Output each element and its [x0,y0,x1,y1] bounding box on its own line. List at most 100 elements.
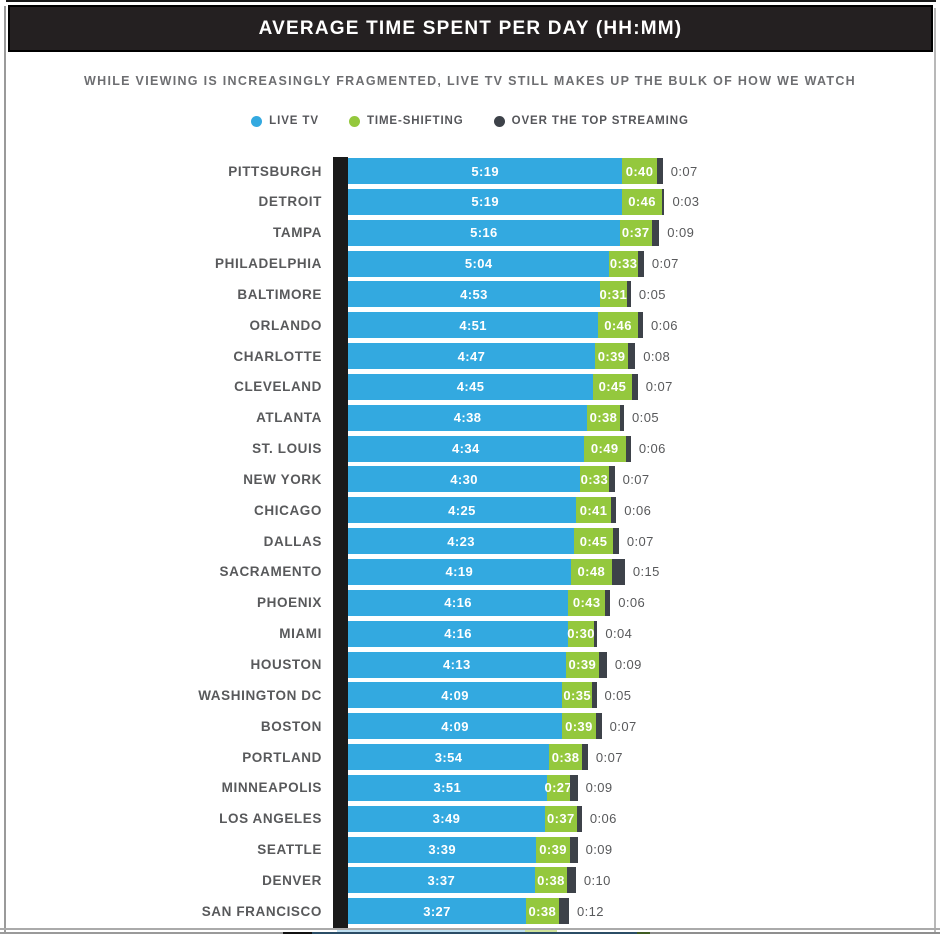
ott-value: 0:07 [670,163,698,179]
chart-row: LOS ANGELES 3:49 0:37 0:06 [0,805,940,832]
city-label: CHICAGO [254,502,322,518]
city-label: MIAMI [279,626,322,642]
live-tv-value: 3:27 [423,903,451,919]
time-shifting-bar-segment: 0:31 [599,281,628,308]
time-shifting-bar-segment: 0:37 [619,219,652,246]
time-shifting-value: 0:45 [598,379,627,395]
chart-row: SAN FRANCISCO 3:27 0:38 0:12 [0,898,940,925]
live-tv-bar-segment: 4:51 [348,312,599,339]
live-tv-value: 4:45 [456,379,485,395]
ott-value: 0:09 [614,657,642,672]
ott-value: 0:12 [577,903,604,919]
time-shifting-bar-segment: 0:48 [570,558,612,585]
city-label: DETROIT [258,194,322,210]
ott-bar-segment [612,558,625,585]
ott-bar-segment [605,589,611,616]
time-shifting-bar-segment: 0:38 [534,867,568,894]
ott-value: 0:09 [585,780,613,796]
live-tv-value: 4:23 [447,533,475,549]
time-shifting-value: 0:49 [590,441,619,457]
chart-row: CHARLOTTE 4:47 0:39 0:08 [0,343,940,370]
time-shifting-value: 0:39 [565,718,593,734]
live-tv-value: 4:13 [442,657,471,672]
chart-row: NEW YORK 4:30 0:33 0:07 [0,466,940,493]
time-shifting-bar-segment: 0:33 [580,466,609,493]
time-shifting-bar-segment: 0:45 [574,528,613,555]
time-shifting-value: 0:48 [577,564,606,580]
live-tv-bar-segment: 5:16 [348,219,620,246]
page-top-rule [6,0,936,2]
ott-bar-segment [593,620,598,647]
live-tv-bar-segment: 4:38 [348,404,588,431]
ott-streaming-dot-icon [493,115,505,127]
chart-row: DALLAS 4:23 0:45 0:07 [0,528,940,555]
legend-item-ott-streaming: OVER THE TOP STREAMING [493,115,689,127]
live-tv-value: 4:09 [441,687,469,703]
time-shifting-value: 0:38 [537,872,565,888]
time-shifting-value: 0:39 [568,657,597,672]
ott-value: 0:07 [626,533,654,549]
chart-header: AVERAGE TIME SPENT PER DAY (HH:MM) [8,5,933,52]
chart-row: DETROIT 5:19 0:46 0:03 [0,188,940,215]
live-tv-bar-segment: 4:30 [348,466,581,493]
time-shifting-value: 0:31 [599,286,628,302]
city-label: HOUSTON [250,657,322,672]
ott-value: 0:07 [595,749,623,765]
time-shifting-value: 0:38 [551,749,580,765]
page-title: AVERAGE TIME SPENT PER DAY (HH:MM) [258,17,683,39]
ott-value: 0:04 [605,626,633,642]
time-shifting-bar-segment: 0:46 [622,188,662,215]
time-shifting-value: 0:37 [547,811,575,827]
legend-label: LIVE TV [269,115,319,127]
live-tv-bar-segment: 4:19 [348,558,571,585]
time-shifting-bar-segment: 0:30 [567,620,594,647]
ott-bar-segment [611,497,617,524]
time-shifting-value: 0:41 [579,502,608,518]
live-tv-bar-segment: 4:25 [348,497,576,524]
city-label: BOSTON [260,718,322,734]
city-label: ST. LOUIS [252,441,322,457]
chart-row: PITTSBURGH 5:19 0:40 0:07 [0,158,940,184]
time-shifting-bar-segment: 0:49 [583,435,626,462]
ott-value: 0:03 [672,194,700,210]
time-shifting-bar-segment: 0:39 [594,343,629,370]
time-shifting-value: 0:33 [580,471,609,487]
ott-value: 0:08 [643,348,671,364]
stacked-bar-chart: PITTSBURGH 5:19 0:40 0:07 DETROIT 5:19 0… [0,157,940,929]
live-tv-bar-segment: 5:19 [348,188,623,215]
chart-row: BOSTON 4:09 0:39 0:07 [0,713,940,740]
city-label: ATLANTA [256,410,322,426]
time-shifting-value: 0:38 [589,410,618,426]
time-shifting-bar-segment: 0:35 [562,682,593,709]
chart-row: BALTIMORE 4:53 0:31 0:05 [0,281,940,308]
chart-row: WASHINGTON DC 4:09 0:35 0:05 [0,682,940,709]
time-shifting-bar-segment: 0:46 [598,312,638,339]
city-label: CLEVELAND [234,379,322,395]
time-shifting-bar-segment: 0:38 [587,404,620,431]
city-label: TAMPA [273,225,322,241]
live-tv-bar-segment: 4:16 [348,589,569,616]
ott-bar-segment [569,836,578,863]
ott-value: 0:09 [667,225,695,241]
live-tv-value: 4:16 [444,626,472,642]
time-shifting-value: 0:38 [528,903,557,919]
live-tv-bar-segment: 4:23 [348,528,575,555]
ott-value: 0:07 [651,256,679,272]
live-tv-bar-segment: 4:09 [348,713,563,740]
time-shifting-bar-segment: 0:27 [544,774,572,801]
live-tv-value: 4:38 [453,410,482,426]
chart-axis-strip [333,157,348,929]
time-shifting-value: 0:43 [572,595,601,611]
bottom-rule [0,928,940,930]
time-shifting-value: 0:39 [539,842,567,858]
live-tv-value: 3:54 [434,749,463,765]
city-label: SACRAMENTO [219,564,322,580]
chart-rows: PITTSBURGH 5:19 0:40 0:07 DETROIT 5:19 0… [0,158,940,925]
city-label: SAN FRANCISCO [201,903,322,919]
live-tv-bar-segment: 4:45 [348,373,594,400]
city-label: WASHINGTON DC [198,687,322,703]
chart-row: PHILADELPHIA 5:04 0:33 0:07 [0,250,940,277]
ott-bar-segment [581,744,588,771]
page-left-border [4,6,6,934]
chart-row: DENVER 3:37 0:38 0:10 [0,867,940,894]
